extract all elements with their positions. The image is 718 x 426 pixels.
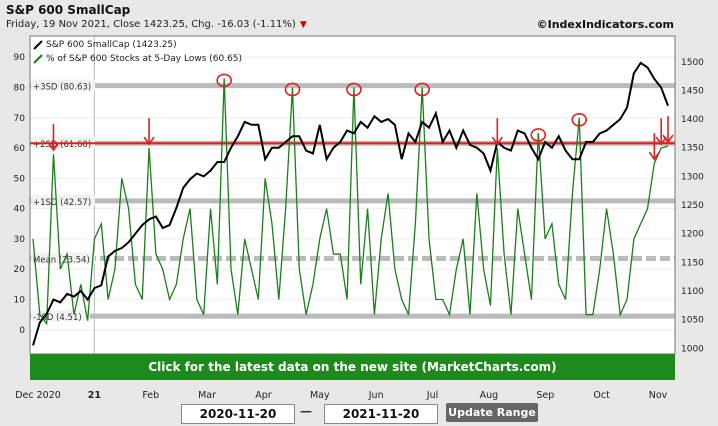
left-tick-label: 20 — [14, 265, 26, 275]
x-tick-label: Jul — [426, 390, 438, 401]
peak-circle — [346, 82, 362, 97]
plot-area — [30, 36, 675, 354]
price-series-line — [32, 61, 669, 346]
peak-circle — [530, 128, 547, 142]
right-tick-label: 1500 — [681, 58, 704, 68]
left-tick-label: 30 — [14, 235, 26, 245]
down-arrow-head — [662, 134, 674, 144]
left-tick-label: 0 — [19, 326, 25, 336]
start-date-field[interactable]: 2020-11-20 — [181, 404, 295, 424]
left-tick-label: 70 — [14, 114, 26, 124]
x-tick-label: Nov — [649, 390, 668, 401]
range-dash: — — [300, 404, 312, 418]
peak-circle — [414, 82, 430, 97]
down-arrow-head — [47, 142, 60, 152]
sd-label-bg — [31, 194, 95, 206]
x-tick-label: 21 — [88, 390, 101, 401]
down-arrow-head — [491, 136, 503, 146]
right-tick-label: 1250 — [681, 201, 704, 211]
x-tick-label: Feb — [142, 390, 159, 401]
markers — [47, 73, 674, 161]
left-tick-label: 90 — [14, 53, 26, 63]
right-tick-label: 1050 — [681, 316, 704, 326]
legend-swatch — [33, 54, 43, 64]
left-tick-label: 10 — [14, 295, 26, 305]
right-tick-label: 1450 — [681, 86, 704, 96]
sd-label-bg — [31, 310, 90, 322]
right-tick-label: 1350 — [681, 144, 704, 154]
right-tick-label: 1400 — [681, 115, 704, 125]
legend-label: S&P 600 SmallCap (1423.25) — [46, 40, 177, 50]
x-tick-label: Oct — [593, 390, 610, 401]
peak-circle — [216, 73, 232, 88]
down-arrow-head — [655, 136, 667, 146]
right-tick-label: 1200 — [681, 230, 704, 240]
sd-label-bg — [31, 252, 95, 264]
quote-subtitle: Friday, 19 Nov 2021, Close 1423.25, Chg.… — [6, 19, 307, 30]
right-tick-label: 1000 — [681, 344, 704, 354]
sd-label: +1SD (42.57) — [33, 198, 91, 208]
legend: S&P 600 SmallCap (1423.25) % of S&P 600 S… — [33, 40, 242, 64]
series — [30, 61, 675, 346]
peak-circle — [571, 112, 588, 127]
right-tick-label: 1300 — [681, 172, 704, 182]
down-arrow-head — [143, 136, 155, 146]
latest-data-banner[interactable]: Click for the latest data on the new sit… — [30, 354, 675, 380]
down-arrow-head — [648, 151, 660, 161]
legend-swatch — [33, 40, 43, 50]
right-tick-label: 1100 — [681, 287, 704, 297]
sd-label: Mean (23.54) — [33, 255, 90, 265]
x-tick-label: Mar — [198, 390, 216, 401]
right-tick-label: 1150 — [681, 258, 704, 268]
indicator-series-line — [32, 78, 669, 326]
page-title: S&P 600 SmallCap — [6, 3, 131, 17]
x-tick-label: Dec 2020 — [15, 390, 61, 401]
x-tick-label: May — [310, 390, 330, 401]
left-tick-label: 60 — [14, 144, 26, 154]
sd-label-bg — [31, 79, 95, 91]
x-tick-label: Aug — [480, 390, 499, 401]
left-tick-label: 40 — [14, 205, 26, 215]
legend-label: % of S&P 600 Stocks at 5-Day Lows (60.65… — [46, 54, 242, 64]
update-range-button[interactable]: Update Range — [446, 403, 538, 422]
down-triangle-icon: ▼ — [299, 20, 307, 30]
end-date-field[interactable]: 2021-11-20 — [324, 404, 438, 424]
x-tick-label: Apr — [255, 390, 272, 401]
x-tick-label: Sep — [536, 390, 554, 401]
x-tick-label: Jun — [368, 390, 384, 401]
sd-label: +2SD (61.60) — [33, 140, 91, 150]
subtitle-text: Friday, 19 Nov 2021, Close 1423.25, Chg.… — [6, 19, 296, 30]
sd-label: -1SD (4.51) — [33, 313, 82, 323]
sd-label: +3SD (80.63) — [33, 83, 91, 93]
left-tick-label: 50 — [14, 174, 26, 184]
peak-circle — [284, 82, 301, 97]
site-name: ©IndexIndicators.com — [536, 18, 674, 31]
left-tick-label: 80 — [14, 83, 26, 93]
